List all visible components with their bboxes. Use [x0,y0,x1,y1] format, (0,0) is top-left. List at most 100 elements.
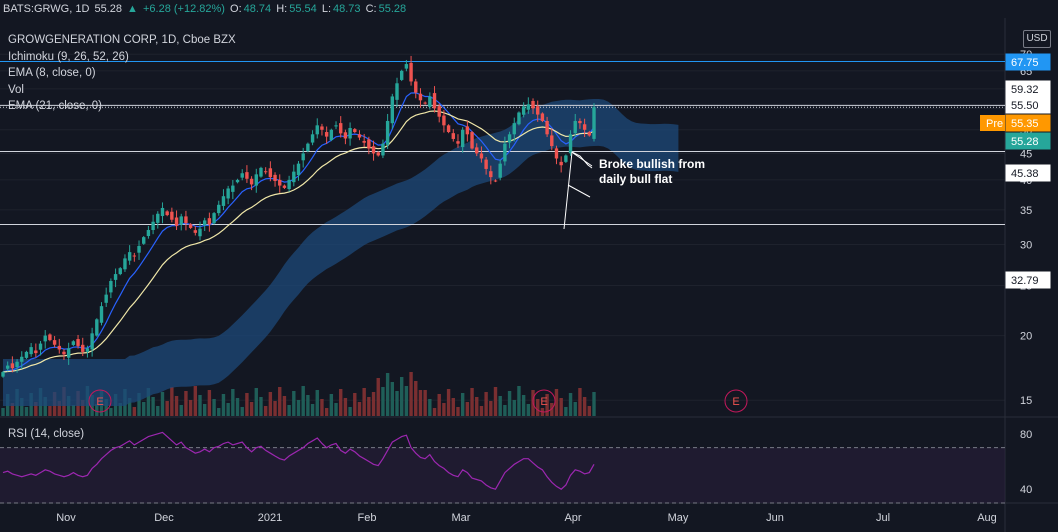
volume-bar [268,392,273,416]
candle-body [526,104,531,110]
candle-body [226,188,230,199]
last-price: 55.28 [94,3,122,15]
legend-vol[interactable]: Vol [8,83,24,96]
price-tag-box [1005,271,1051,289]
candle-body [545,120,549,135]
candle-body [536,106,540,115]
candle-body [57,345,61,350]
legend-ema8[interactable]: EMA (8, close, 0) [8,67,96,79]
volume-bar [418,390,423,416]
price-tick: 20 [1020,331,1032,343]
grid [0,18,1058,532]
volume-bar [451,398,455,416]
rsi-band [0,447,1005,503]
candle-body [334,125,338,127]
rsi-line [2,431,595,490]
volume-bar [306,395,310,416]
volume-bar [428,399,432,416]
volume-bar [414,381,418,416]
currency-button[interactable]: USD [1023,30,1051,48]
candle-body [573,120,577,134]
candle-body [34,350,38,354]
volume-bar [81,400,85,416]
change-arrow-icon: ▲ [127,3,138,15]
legend-ema21[interactable]: EMA (21, close, 0) [8,100,102,112]
candle-body [43,335,47,342]
candle-body [240,173,244,178]
volume-bar [568,393,573,416]
volume-bar [507,391,512,416]
candle-body [493,180,498,182]
time-tick: Nov [56,512,76,524]
candle-body [76,339,80,346]
legend-title[interactable]: GROWGENERATION CORP, 1D, Cboe BZX [8,34,236,46]
price-tag-label: 67.75 [1011,57,1039,69]
candle-body [90,333,94,350]
candle-body [418,93,423,101]
volume-bar [353,393,357,416]
candle-body [202,220,207,226]
horizontal-levels[interactable] [0,61,1005,226]
candle-body [320,126,324,130]
volume-bar [404,386,409,416]
time-tick: 2021 [258,512,282,524]
volume-bar [559,398,563,416]
volume-bar [343,398,348,416]
candle-body [165,211,169,216]
candle-body [71,341,76,345]
candle-body [268,168,273,178]
candle-body [404,64,409,69]
pre-tag-label: Pre [986,118,1003,130]
candle-body [212,213,216,224]
legend-ichimoku[interactable]: Ichimoku (9, 26, 52, 26) [8,50,129,63]
candle-body [451,133,455,139]
candle-body [460,129,465,148]
candle-body [296,163,301,176]
symbol-label[interactable]: BATS:GRWG, 1D [3,3,90,15]
volume-bar [142,402,146,416]
volume-bar [146,388,151,416]
candle-body [146,230,151,237]
trendline-drawings[interactable] [563,151,593,230]
annotation-text[interactable]: Broke bullish from daily bull flat [599,157,705,186]
candle-body [484,159,488,169]
candle-body [170,211,174,220]
candle-body [142,237,146,244]
high-label: H: [276,3,288,15]
volume-bar [184,391,188,416]
earnings-label: E [540,396,547,408]
volume-bar [287,405,291,416]
volume-bar [484,392,488,416]
earnings-label: E [96,396,103,408]
volume-bar [385,373,390,416]
candle-body [362,140,366,143]
close-value: 55.28 [378,3,407,15]
candle-body [95,319,99,336]
volume-bar [212,399,216,416]
volume-bar [526,404,531,416]
volume-bar [57,401,61,416]
candle-body [475,147,479,154]
candle-body [278,179,282,186]
volume-bar [202,404,207,416]
price-tick: 15 [1020,395,1032,407]
open-value: 48.74 [243,3,272,15]
volume-bar [273,401,277,416]
candle-body [287,179,291,190]
volume-bar [512,400,516,416]
time-tick: Dec [154,512,174,524]
candle-body [531,100,535,109]
candle-body [315,125,319,135]
candle-body [1,372,5,377]
candle-body [5,365,10,369]
volume-bar [127,398,132,416]
candle-body [385,120,390,145]
ema-21-line [2,110,595,373]
rsi-tick: 40 [1020,484,1032,496]
rsi-legend[interactable]: RSI (14, close) [8,428,85,440]
candle-body [348,127,352,139]
flag-pole-line [563,151,593,230]
volume-bar [310,404,315,416]
